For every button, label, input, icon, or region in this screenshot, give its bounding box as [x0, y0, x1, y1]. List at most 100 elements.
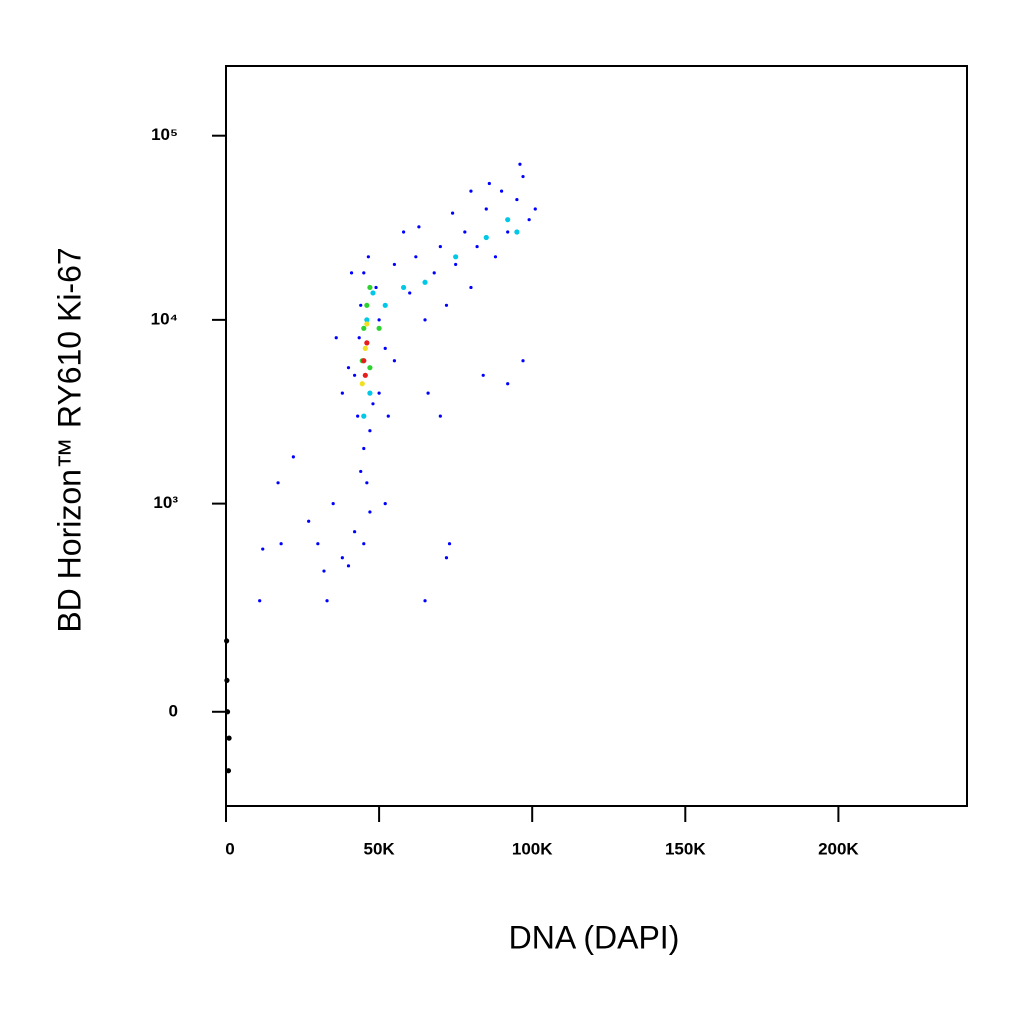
- point: [382, 302, 388, 308]
- point: [527, 218, 531, 222]
- point: [261, 547, 265, 551]
- point: [377, 318, 381, 322]
- point: [362, 345, 368, 351]
- point: [432, 271, 436, 275]
- point: [392, 359, 397, 363]
- point: [469, 189, 473, 193]
- point: [368, 510, 372, 514]
- point: [226, 735, 232, 741]
- point: [377, 391, 381, 395]
- point: [408, 291, 412, 295]
- point: [279, 542, 283, 546]
- point: [447, 542, 452, 546]
- point: [484, 207, 488, 211]
- point: [364, 317, 370, 323]
- point: [386, 414, 390, 418]
- point: [224, 638, 230, 644]
- x-tick-label: 0: [225, 839, 234, 858]
- x-axis-title: DNA (DAPI): [509, 919, 680, 955]
- point: [359, 469, 363, 474]
- point: [417, 225, 421, 229]
- point: [365, 481, 369, 485]
- point: [463, 230, 467, 234]
- point: [258, 599, 262, 603]
- point: [438, 244, 442, 249]
- point: [506, 382, 510, 386]
- point: [331, 502, 335, 506]
- point: [438, 414, 442, 418]
- point: [225, 768, 232, 774]
- y-tick-label: 10⁴: [151, 309, 178, 328]
- point: [370, 290, 376, 296]
- point: [349, 271, 354, 275]
- point: [322, 569, 326, 573]
- point: [367, 390, 373, 396]
- point: [505, 217, 511, 223]
- point: [276, 481, 280, 485]
- point: [224, 709, 231, 715]
- point: [481, 373, 485, 377]
- point: [521, 174, 525, 179]
- point: [506, 230, 510, 234]
- y-axis-title: BD Horizon™ RY610 Ki-67: [51, 247, 87, 632]
- point: [316, 542, 320, 546]
- point: [518, 162, 522, 166]
- x-tick-label: 100K: [512, 839, 553, 858]
- point: [383, 346, 387, 350]
- point: [307, 519, 311, 523]
- point: [371, 402, 375, 406]
- point: [361, 325, 367, 331]
- y-tick-label: 10³: [153, 493, 178, 512]
- point: [359, 303, 363, 307]
- point: [374, 285, 378, 290]
- point: [357, 336, 361, 340]
- point: [444, 556, 449, 560]
- point: [334, 336, 338, 340]
- point: [475, 244, 479, 249]
- point: [444, 303, 449, 307]
- point: [401, 230, 406, 234]
- point: [376, 325, 382, 331]
- point: [364, 340, 370, 346]
- point: [400, 284, 407, 291]
- point: [414, 255, 418, 259]
- point: [291, 455, 295, 459]
- point: [325, 599, 329, 603]
- point: [499, 189, 504, 193]
- point: [493, 255, 498, 259]
- point: [353, 373, 357, 377]
- point: [453, 254, 459, 260]
- y-tick-label: 10⁵: [151, 125, 178, 144]
- point: [366, 255, 370, 259]
- point: [483, 234, 489, 241]
- point: [340, 556, 344, 560]
- x-tick-label: 150K: [665, 839, 706, 858]
- point: [423, 599, 427, 603]
- point: [450, 211, 455, 215]
- point: [362, 542, 366, 546]
- x-tick-label: 200K: [818, 839, 859, 858]
- x-tick-label: 50K: [364, 839, 396, 858]
- point: [364, 321, 370, 327]
- point: [392, 262, 397, 267]
- point: [359, 381, 365, 387]
- point: [514, 229, 520, 235]
- point: [454, 262, 458, 267]
- point: [362, 372, 368, 378]
- point: [515, 197, 519, 202]
- point: [356, 414, 360, 418]
- point: [353, 530, 357, 534]
- point: [383, 502, 387, 506]
- point: [361, 413, 367, 419]
- point: [521, 359, 525, 363]
- point: [361, 358, 367, 364]
- y-tick-label: 0: [169, 701, 178, 720]
- point: [224, 677, 230, 683]
- point: [423, 318, 427, 322]
- point: [533, 207, 537, 211]
- point: [367, 365, 373, 371]
- point: [426, 391, 430, 395]
- point: [368, 429, 372, 433]
